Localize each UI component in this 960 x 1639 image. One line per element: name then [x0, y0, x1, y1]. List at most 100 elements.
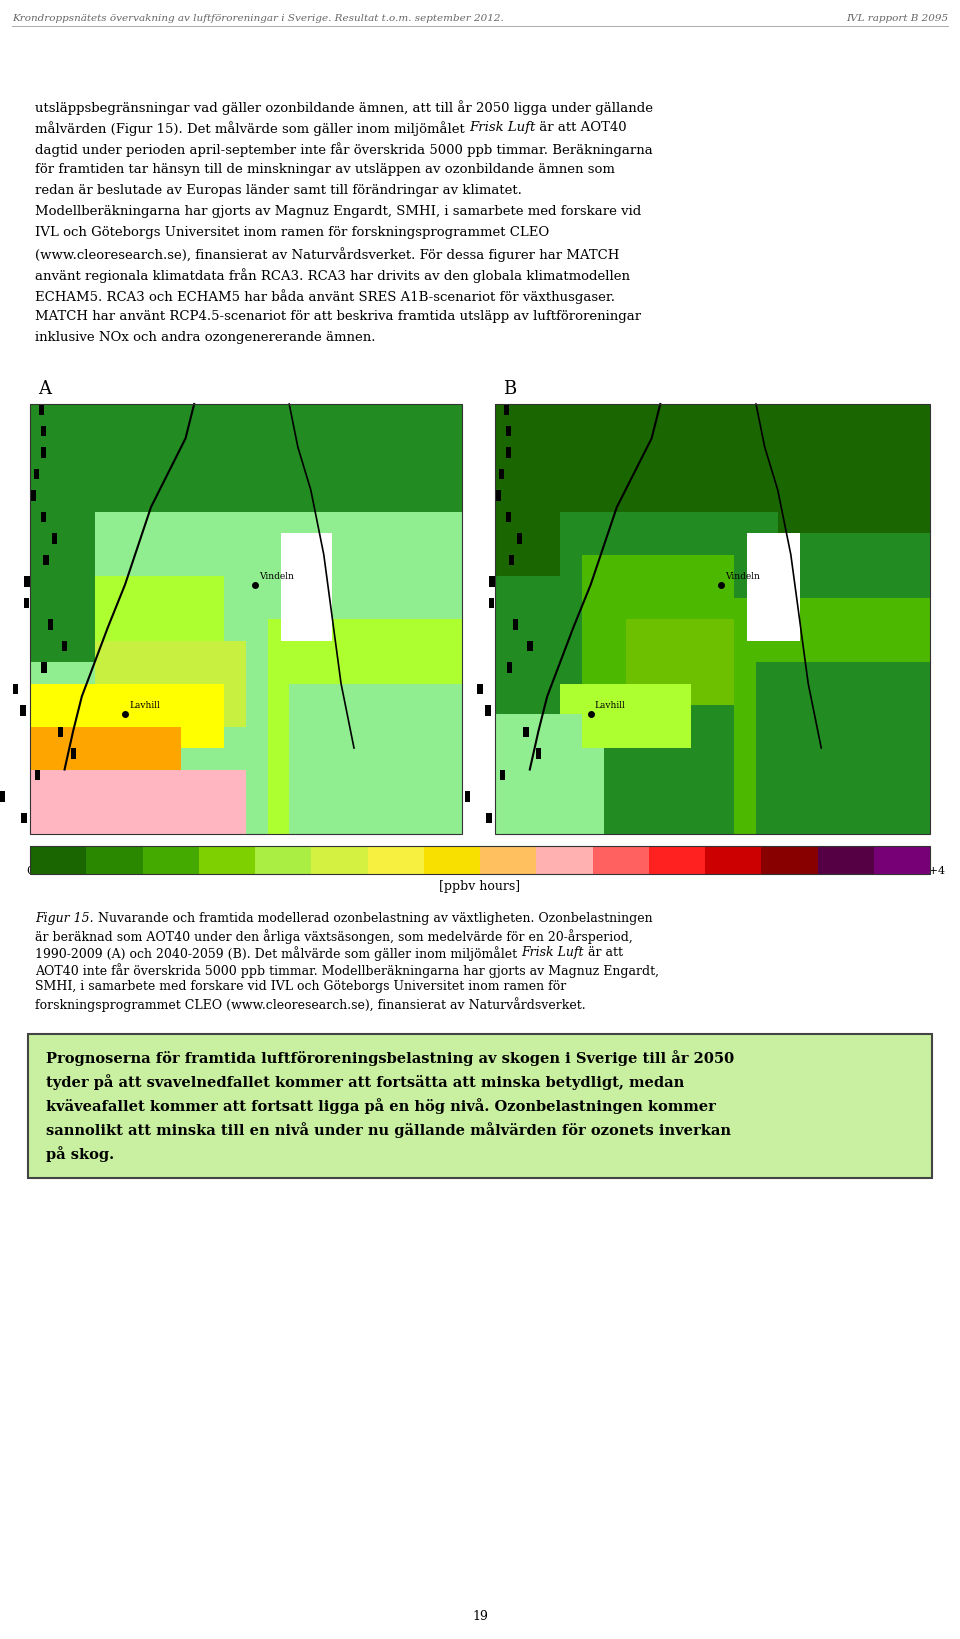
Bar [30, 683, 116, 792]
Text: [ppbv hours]: [ppbv hours] [440, 880, 520, 893]
Bar [255, 846, 312, 874]
Bar [465, 792, 470, 801]
Text: 25000: 25000 [462, 865, 498, 875]
Bar [734, 598, 930, 834]
Bar [499, 469, 504, 479]
Bar [489, 598, 494, 608]
Bar [626, 620, 756, 705]
Bar [199, 846, 255, 874]
Text: 0: 0 [27, 865, 34, 875]
Text: 4e+4: 4e+4 [735, 865, 765, 875]
Bar [43, 554, 49, 565]
Bar [48, 620, 53, 629]
Bar [41, 511, 46, 523]
Text: 19: 19 [472, 1609, 488, 1623]
Text: inklusive NOx och andra ozongenererande ämnen.: inklusive NOx och andra ozongenererande … [35, 331, 375, 344]
Bar [268, 620, 462, 834]
Bar [423, 846, 481, 874]
Text: är att AOT40: är att AOT40 [536, 121, 627, 134]
Bar [30, 403, 95, 662]
Bar [30, 403, 462, 834]
Text: är beräknad som AOT40 under den årliga växtsäsongen, som medelvärde för en 20-år: är beräknad som AOT40 under den årliga v… [35, 929, 633, 944]
Bar [712, 403, 930, 533]
Bar [86, 846, 143, 874]
Bar [537, 846, 593, 874]
Bar [95, 511, 289, 747]
Bar [506, 447, 511, 457]
Bar [38, 403, 44, 415]
Text: Vindeln: Vindeln [258, 572, 294, 580]
Text: Vindeln: Vindeln [725, 572, 760, 580]
Bar [495, 713, 582, 792]
Bar [507, 662, 512, 672]
Bar [592, 846, 649, 874]
Bar [536, 747, 541, 759]
Bar [95, 575, 225, 705]
Bar [496, 490, 501, 502]
Bar [506, 426, 511, 436]
Text: kväveafallet kommer att fortsatt ligga på en hög nivå. Ozonbelastningen kommer: kväveafallet kommer att fortsatt ligga p… [46, 1098, 716, 1115]
Bar [490, 575, 494, 587]
Bar [30, 403, 462, 834]
Text: Nuvarande och framtida modellerad ozonbelastning av växtligheten. Ozonbelastning: Nuvarande och framtida modellerad ozonbe… [94, 911, 652, 924]
Bar [513, 620, 518, 629]
Bar [477, 683, 483, 695]
Bar [30, 726, 181, 834]
Bar [504, 403, 509, 415]
Text: (www.cleoresearch.se), finansierat av Naturvårdsverket. För dessa figurer har MA: (www.cleoresearch.se), finansierat av Na… [35, 247, 619, 262]
Bar [225, 403, 462, 511]
Bar [761, 846, 818, 874]
Bar [35, 769, 39, 780]
Bar [756, 662, 930, 834]
Bar [71, 747, 76, 759]
Bar [95, 641, 246, 726]
Bar [311, 846, 368, 874]
Bar [30, 403, 462, 834]
Text: MATCH har använt RCP4.5-scenariot för att beskriva framtida utsläpp av luftföror: MATCH har använt RCP4.5-scenariot för at… [35, 310, 641, 323]
Bar [40, 426, 46, 436]
Bar [0, 792, 6, 801]
Text: SMHI, i samarbete med forskare vid IVL och Göteborgs Universitet inom ramen för: SMHI, i samarbete med forskare vid IVL o… [35, 980, 566, 993]
Text: tyder på att svavelnedfallet kommer att fortsätta att minska betydligt, medan: tyder på att svavelnedfallet kommer att … [46, 1074, 684, 1090]
Bar [818, 846, 875, 874]
Bar [35, 469, 39, 479]
Text: dagtid under perioden april-september inte får överskrida 5000 ppb timmar. Beräk: dagtid under perioden april-september in… [35, 143, 653, 157]
Bar [523, 726, 529, 738]
Bar [495, 403, 712, 575]
Bar [142, 846, 200, 874]
Bar [495, 747, 604, 834]
Text: AOT40 inte får överskrida 5000 ppb timmar. Modellberäkningarna har gjorts av Mag: AOT40 inte får överskrida 5000 ppb timma… [35, 964, 659, 978]
Bar [24, 598, 29, 608]
Bar [486, 705, 491, 716]
Text: 3e+4: 3e+4 [555, 865, 585, 875]
Text: B: B [503, 380, 516, 398]
Text: redan är beslutade av Europas länder samt till förändringar av klimatet.: redan är beslutade av Europas länder sam… [35, 184, 522, 197]
Text: sannolikt att minska till en nivå under nu gällande målvärden för ozonets inverk: sannolikt att minska till en nivå under … [46, 1123, 731, 1137]
Bar [500, 769, 505, 780]
Text: Modellberäkningarna har gjorts av Magnuz Engardt, SMHI, i samarbete med forskare: Modellberäkningarna har gjorts av Magnuz… [35, 205, 641, 218]
Bar [509, 554, 514, 565]
Bar [41, 662, 47, 672]
Bar [527, 641, 533, 651]
Text: IVL rapport B 2095: IVL rapport B 2095 [846, 15, 948, 23]
Bar [561, 511, 778, 726]
Text: 2e+4: 2e+4 [375, 865, 405, 875]
Bar [30, 769, 246, 834]
Bar [561, 683, 691, 747]
Bar [21, 813, 27, 823]
Text: Prognoserna för framtida luftföroreningsbelastning av skogen i Sverige till år 2: Prognoserna för framtida luftförorenings… [46, 1051, 734, 1065]
Bar [280, 533, 332, 641]
Text: är att: är att [584, 946, 623, 959]
Text: 1990-2009 (A) och 2040-2059 (B). Det målvärde som gäller inom miljömålet: 1990-2009 (A) och 2040-2059 (B). Det mål… [35, 946, 521, 960]
Bar [30, 846, 86, 874]
Bar [368, 846, 424, 874]
Bar [30, 403, 225, 554]
Text: målvärden (Figur 15). Det målvärde som gäller inom miljömålet: målvärden (Figur 15). Det målvärde som g… [35, 121, 469, 136]
Bar [289, 683, 462, 834]
Bar [52, 533, 57, 544]
Bar [41, 447, 46, 457]
Bar [12, 683, 17, 695]
Text: utsläppsbegränsningar vad gäller ozonbildande ämnen, att till år 2050 ligga unde: utsläppsbegränsningar vad gäller ozonbil… [35, 100, 653, 115]
Bar [59, 726, 63, 738]
Bar [495, 403, 930, 834]
